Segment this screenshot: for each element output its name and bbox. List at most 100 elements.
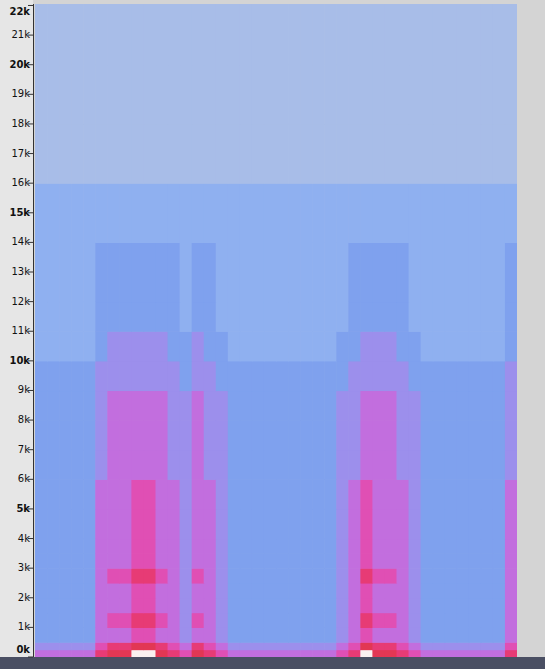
cell (481, 4, 494, 65)
cell (493, 553, 506, 568)
cell (372, 613, 385, 628)
cell (493, 539, 506, 554)
cell (228, 361, 241, 391)
cell (348, 4, 361, 65)
cell (59, 450, 72, 480)
cell (421, 242, 434, 302)
cell (204, 553, 217, 568)
cell (35, 183, 48, 243)
cell (445, 650, 458, 657)
cell (409, 124, 422, 184)
cell (372, 583, 385, 598)
cell (252, 613, 265, 628)
cell (107, 331, 120, 361)
cell (180, 553, 193, 568)
cell (47, 420, 60, 450)
cell (372, 539, 385, 554)
cell (59, 4, 72, 65)
cell (372, 361, 385, 391)
cell (180, 583, 193, 598)
cell (421, 539, 434, 554)
cell (336, 583, 349, 598)
cell (240, 568, 253, 583)
cell (71, 509, 84, 539)
cell (481, 598, 494, 613)
cell (384, 183, 397, 243)
cell (493, 124, 506, 184)
cell (107, 642, 120, 650)
cell (397, 390, 410, 420)
cell (288, 598, 301, 613)
cell (156, 509, 169, 539)
cell (95, 361, 108, 391)
cell (288, 450, 301, 480)
y-tick (28, 657, 33, 658)
cell (433, 242, 446, 302)
cell (156, 450, 169, 480)
cell (324, 65, 337, 125)
cell (384, 553, 397, 568)
cell (119, 183, 132, 243)
cell (168, 4, 181, 65)
cell (95, 302, 108, 332)
cell (360, 65, 373, 125)
cell (384, 539, 397, 554)
cell (143, 583, 156, 598)
cell (156, 613, 169, 628)
cell (192, 65, 205, 125)
cell (240, 479, 253, 509)
cell (156, 302, 169, 332)
cell (457, 242, 470, 302)
cell (119, 509, 132, 539)
cell (445, 613, 458, 628)
cell (192, 613, 205, 628)
cell (457, 361, 470, 391)
cell (445, 553, 458, 568)
cell (252, 553, 265, 568)
cell (131, 242, 144, 302)
cell (47, 583, 60, 598)
cell (204, 390, 217, 420)
cell (433, 627, 446, 642)
cell (372, 598, 385, 613)
cell (360, 627, 373, 642)
cell (336, 479, 349, 509)
cell (35, 539, 48, 554)
cell (192, 598, 205, 613)
cell (204, 598, 217, 613)
cell (445, 4, 458, 65)
cell (192, 539, 205, 554)
cell (384, 390, 397, 420)
cell (143, 242, 156, 302)
cell (360, 650, 373, 657)
cell (216, 420, 229, 450)
cell (445, 642, 458, 650)
cell (336, 361, 349, 391)
cell (300, 302, 313, 332)
cell (204, 183, 217, 243)
cell (384, 420, 397, 450)
cell (119, 450, 132, 480)
cell (228, 642, 241, 650)
cell (143, 183, 156, 243)
cell (35, 242, 48, 302)
cell (216, 331, 229, 361)
cell (156, 124, 169, 184)
cell (71, 650, 84, 657)
cell (397, 183, 410, 243)
cell (300, 568, 313, 583)
cell (252, 598, 265, 613)
cell (445, 450, 458, 480)
cell (360, 4, 373, 65)
cell (35, 450, 48, 480)
cell (131, 4, 144, 65)
cell (71, 553, 84, 568)
cell (276, 183, 289, 243)
cell (348, 509, 361, 539)
cell (493, 583, 506, 598)
cell (445, 509, 458, 539)
y-tick-label: 15k (9, 207, 30, 218)
cell (107, 627, 120, 642)
cell (312, 583, 325, 598)
cell (240, 390, 253, 420)
